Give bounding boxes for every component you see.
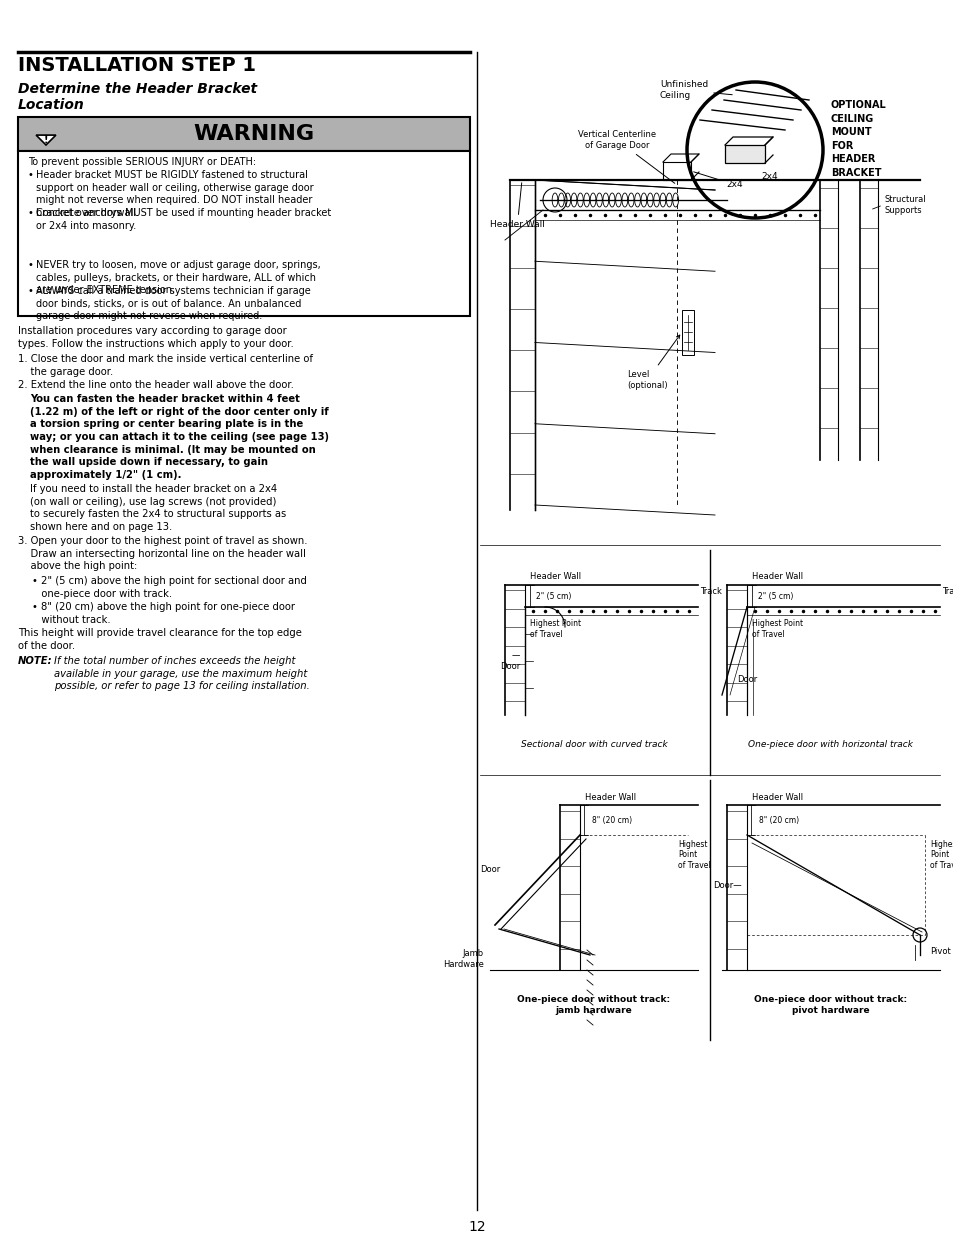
Circle shape (912, 927, 926, 942)
Text: Header Wall: Header Wall (751, 793, 802, 802)
Bar (724, 144, 764, 163)
Text: 8" (20 cm): 8" (20 cm) (592, 815, 632, 825)
Circle shape (686, 82, 822, 219)
Text: ALWAYS call a trained door systems technician if garage
door binds, sticks, or i: ALWAYS call a trained door systems techn… (36, 287, 311, 321)
Text: Header Wall: Header Wall (751, 572, 802, 580)
Text: Door—: Door— (713, 881, 741, 889)
Text: Location: Location (18, 98, 85, 112)
Text: Header Wall: Header Wall (584, 793, 636, 802)
Text: Highest Point
of Travel: Highest Point of Travel (751, 619, 802, 638)
Text: !: ! (44, 135, 49, 144)
Text: 3. Open your door to the highest point of travel as shown.
    Draw an intersect: 3. Open your door to the highest point o… (18, 536, 307, 572)
Text: Concrete anchors MUST be used if mounting header bracket
or 2x4 into masonry.: Concrete anchors MUST be used if mountin… (36, 207, 331, 231)
Text: To prevent possible SERIOUS INJURY or DEATH:: To prevent possible SERIOUS INJURY or DE… (28, 157, 255, 167)
Text: Determine the Header Bracket: Determine the Header Bracket (18, 82, 257, 96)
Text: 2x4: 2x4 (693, 172, 741, 189)
Text: 2. Extend the line onto the header wall above the door.: 2. Extend the line onto the header wall … (18, 380, 294, 390)
Text: Header Wall: Header Wall (530, 572, 580, 580)
Text: INSTALLATION STEP 1: INSTALLATION STEP 1 (18, 56, 255, 75)
Text: Door: Door (479, 866, 499, 874)
Text: Highest
Point
of Travel: Highest Point of Travel (678, 840, 710, 869)
Text: Sectional door with curved track: Sectional door with curved track (520, 740, 667, 748)
Text: NEVER try to loosen, move or adjust garage door, springs,
cables, pulleys, brack: NEVER try to loosen, move or adjust gara… (36, 261, 320, 295)
Text: 8" (20 cm): 8" (20 cm) (759, 815, 799, 825)
Text: Track: Track (700, 587, 721, 597)
Text: Vertical Centerline
of Garage Door: Vertical Centerline of Garage Door (578, 130, 674, 183)
Text: OPTIONAL
CEILING
MOUNT
FOR
HEADER
BRACKET: OPTIONAL CEILING MOUNT FOR HEADER BRACKE… (830, 100, 886, 178)
Text: If you need to install the header bracket on a 2x4
(on wall or ceiling), use lag: If you need to install the header bracke… (30, 484, 286, 532)
Text: • 8" (20 cm) above the high point for one-piece door
   without track.: • 8" (20 cm) above the high point for on… (32, 601, 294, 625)
Bar (681, 310, 693, 354)
Text: •: • (28, 170, 34, 180)
Text: Track: Track (941, 587, 953, 597)
Text: 1. Close the door and mark the inside vertical centerline of
    the garage door: 1. Close the door and mark the inside ve… (18, 354, 313, 377)
Text: Installation procedures vary according to garage door
types. Follow the instruct: Installation procedures vary according t… (18, 326, 294, 348)
Text: —
Door: — Door (499, 651, 519, 671)
Text: One-piece door with horizontal track: One-piece door with horizontal track (748, 740, 913, 748)
Text: Jamb
Hardware: Jamb Hardware (442, 948, 483, 969)
Text: • 2" (5 cm) above the high point for sectional door and
   one-piece door with t: • 2" (5 cm) above the high point for sec… (32, 576, 307, 599)
Text: One-piece door without track:
pivot hardware: One-piece door without track: pivot hard… (754, 995, 906, 1015)
Text: If the total number of inches exceeds the height
available in your garage, use t: If the total number of inches exceeds th… (54, 656, 310, 692)
Text: You can fasten the header bracket within 4 feet
(1.22 m) of the left or right of: You can fasten the header bracket within… (30, 394, 329, 480)
Text: WARNING: WARNING (193, 124, 314, 144)
Text: Highest Point
of Travel: Highest Point of Travel (530, 619, 580, 638)
Bar (18, 117, 470, 151)
Text: •: • (28, 207, 34, 219)
Text: Structural
Supports: Structural Supports (884, 195, 925, 215)
Text: Pivot: Pivot (929, 947, 950, 956)
Text: NOTE:: NOTE: (18, 656, 52, 666)
Text: 2" (5 cm): 2" (5 cm) (758, 592, 793, 600)
Text: •: • (28, 261, 34, 270)
Text: Level
(optional): Level (optional) (626, 335, 679, 390)
Text: 2x4: 2x4 (760, 172, 778, 182)
Text: Door: Door (737, 676, 757, 684)
Text: Unfinished
Ceiling: Unfinished Ceiling (659, 80, 732, 100)
Text: This height will provide travel clearance for the top edge
of the door.: This height will provide travel clearanc… (18, 629, 301, 651)
Polygon shape (36, 135, 56, 144)
Text: Highest
Point
of Travel: Highest Point of Travel (929, 840, 953, 869)
Text: Header bracket MUST be RIGIDLY fastened to structural
support on header wall or : Header bracket MUST be RIGIDLY fastened … (36, 170, 314, 217)
Text: •: • (28, 287, 34, 296)
Circle shape (542, 188, 566, 212)
Text: 2" (5 cm): 2" (5 cm) (536, 592, 571, 600)
Bar (18, 151, 470, 316)
Text: Header Wall: Header Wall (490, 183, 544, 228)
Text: 12: 12 (468, 1220, 485, 1234)
Text: One-piece door without track:
jamb hardware: One-piece door without track: jamb hardw… (517, 995, 670, 1015)
